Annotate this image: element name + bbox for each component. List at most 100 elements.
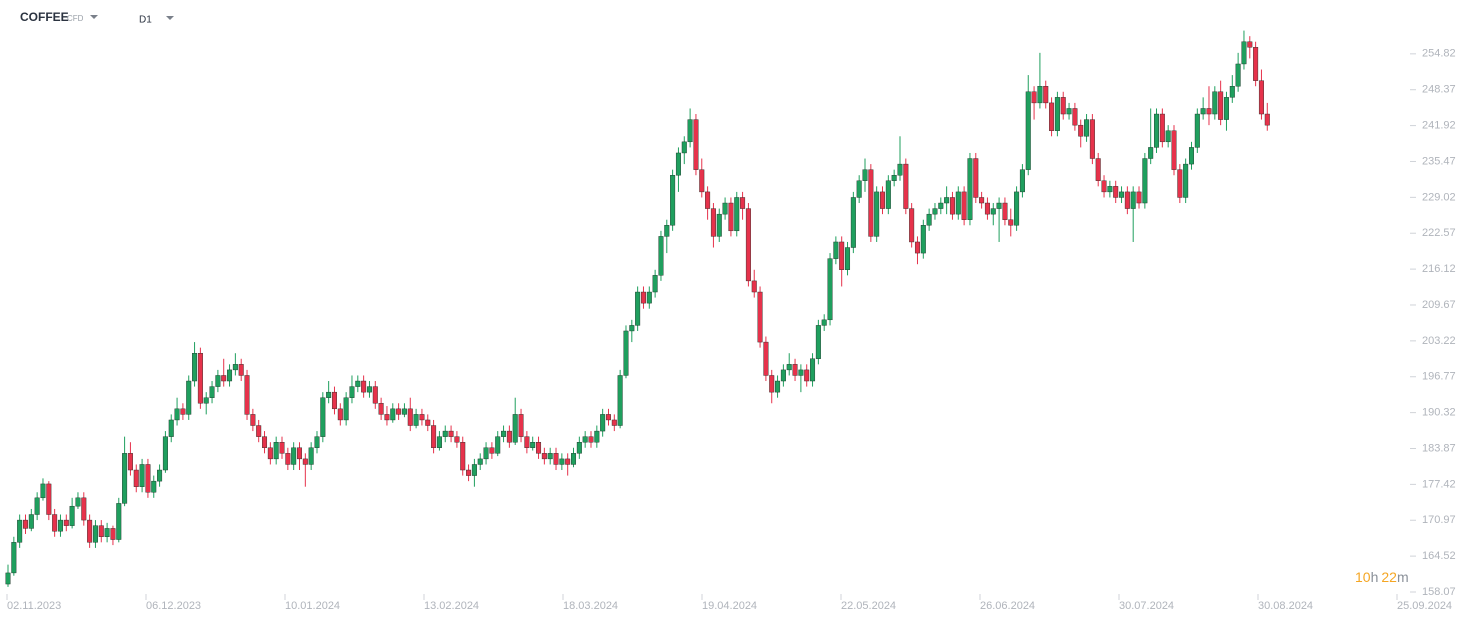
candle-body <box>536 442 542 454</box>
candle-body <box>1229 86 1235 98</box>
x-tick-label: 30.08.2024 <box>1258 600 1313 612</box>
candle-body <box>559 458 565 465</box>
y-tick-label: 241.92 <box>1422 120 1456 132</box>
candle-body <box>63 519 69 526</box>
candle-body <box>1060 97 1066 115</box>
candle-body <box>186 380 192 415</box>
candle-body <box>629 325 635 332</box>
candle-body <box>1194 113 1200 148</box>
candle-body <box>1247 41 1253 48</box>
candle-body <box>926 213 932 226</box>
y-tick-label: 164.52 <box>1422 550 1456 562</box>
candle-body <box>850 197 856 248</box>
candle-body <box>87 519 93 543</box>
candle-body <box>944 197 950 204</box>
candle-body <box>157 469 163 482</box>
y-tick-label: 183.87 <box>1422 442 1456 454</box>
candle-body <box>775 380 781 393</box>
candle-body <box>1089 119 1095 159</box>
candle-body <box>1171 130 1177 170</box>
y-tick-label: 254.82 <box>1422 48 1456 60</box>
candle-body <box>361 380 367 393</box>
x-tick-label: 26.06.2024 <box>980 600 1035 612</box>
candle-body <box>710 208 716 237</box>
y-tick-label: 190.32 <box>1422 407 1456 419</box>
candle-body <box>378 403 384 415</box>
candle-body <box>530 442 536 448</box>
candle-body <box>98 525 104 537</box>
timeframe[interactable]: D1 <box>139 15 152 26</box>
instrument-type: CFD <box>67 14 84 23</box>
candle-body <box>442 430 448 437</box>
candle-body <box>1241 41 1247 65</box>
candle-body <box>1188 147 1194 165</box>
candle-body <box>1095 158 1101 181</box>
y-tick-label: 158.07 <box>1422 586 1456 598</box>
candle-body <box>786 364 792 371</box>
x-tick-label: 22.05.2024 <box>841 600 896 612</box>
x-tick-label: 02.11.2023 <box>7 600 61 612</box>
candle-body <box>1148 147 1154 159</box>
candle-body <box>81 497 87 521</box>
candle-body <box>285 453 291 465</box>
candle-body <box>162 436 168 471</box>
candle-body <box>407 408 413 426</box>
candle-body <box>92 525 98 543</box>
candle-body <box>961 191 967 220</box>
candle-body <box>547 453 553 460</box>
candle-body <box>990 208 996 215</box>
candle-body <box>1101 180 1107 193</box>
timeframe-dropdown[interactable] <box>166 16 174 20</box>
candle-body <box>5 572 11 585</box>
candle-body <box>127 453 133 471</box>
candle-body <box>419 414 425 421</box>
symbol[interactable]: COFFEE <box>20 10 69 24</box>
y-tick-label: 229.02 <box>1422 191 1456 203</box>
candle-body <box>1119 191 1125 198</box>
y-tick-label: 216.12 <box>1422 263 1456 275</box>
x-tick-label: 13.02.2024 <box>424 600 479 612</box>
candle-body <box>1212 91 1218 115</box>
candle-body <box>466 469 472 476</box>
candle-body <box>652 275 658 293</box>
candle-body <box>1072 108 1078 126</box>
candle-body <box>192 353 198 382</box>
x-tick-label: 30.07.2024 <box>1119 600 1174 612</box>
candle-body <box>582 436 588 443</box>
candle-body <box>454 436 460 443</box>
candle-body <box>1008 219 1014 226</box>
y-tick-label: 248.37 <box>1422 84 1456 96</box>
candle-body <box>431 425 437 448</box>
candle-body <box>396 408 402 415</box>
candle-body <box>174 408 180 421</box>
candle-body <box>658 236 664 276</box>
candle-body <box>448 430 454 437</box>
candle-body <box>343 397 349 421</box>
candle-body <box>52 514 58 532</box>
candle-body <box>594 430 600 443</box>
y-tick-label: 235.47 <box>1422 155 1456 167</box>
candle-body <box>413 414 419 426</box>
y-tick-label: 222.57 <box>1422 227 1456 239</box>
candle-body <box>1037 86 1043 104</box>
candle-body <box>460 442 466 471</box>
candle-body <box>11 542 17 574</box>
candle-body <box>821 319 827 326</box>
candle-body <box>1183 163 1189 198</box>
symbol-dropdown[interactable] <box>90 15 98 19</box>
candle-body <box>810 358 816 382</box>
candle-body <box>110 528 116 540</box>
candle-body <box>984 202 990 215</box>
candle-body <box>506 430 512 443</box>
candle-body <box>1054 97 1060 131</box>
candle-body <box>524 436 530 448</box>
candle-body <box>349 386 355 398</box>
candle-body <box>489 447 495 454</box>
candle-body <box>553 453 559 465</box>
candle-body <box>1223 97 1229 120</box>
candle-body <box>34 497 40 515</box>
candle-body <box>588 436 594 443</box>
candle-body <box>705 191 711 209</box>
candle-body <box>670 175 676 226</box>
candle-body <box>815 325 821 359</box>
